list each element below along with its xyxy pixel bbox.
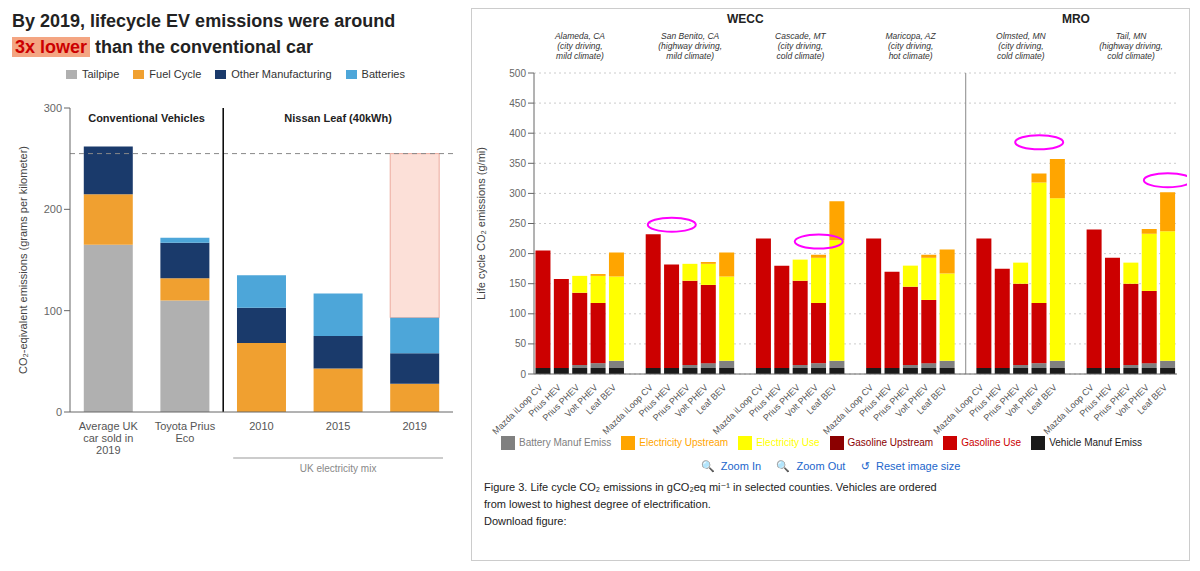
svg-text:300: 300 bbox=[509, 188, 526, 199]
svg-text:Maricopa, AZ(city driving,hot: Maricopa, AZ(city driving,hot climate) bbox=[885, 31, 936, 61]
svg-text:350: 350 bbox=[509, 158, 526, 169]
html-text:Download figure:: Download figure: bbox=[484, 515, 567, 527]
svg-text:200: 200 bbox=[44, 203, 62, 215]
svg-text:Volt PHEV: Volt PHEV bbox=[783, 382, 821, 420]
svg-text:Life cycle CO₂ emissions (g/mi: Life cycle CO₂ emissions (g/mi) bbox=[475, 147, 487, 300]
svg-text:UK electricity mix: UK electricity mix bbox=[300, 463, 377, 474]
svg-text:2019: 2019 bbox=[402, 420, 426, 432]
svg-text:Prius HEV: Prius HEV bbox=[857, 382, 894, 419]
svg-text:Prius PHEV: Prius PHEV bbox=[871, 382, 912, 423]
svg-text:Prius PHEV: Prius PHEV bbox=[540, 382, 582, 423]
svg-text:Volt PHEV: Volt PHEV bbox=[893, 382, 931, 420]
html-text:Gasoline Use: Gasoline Use bbox=[961, 436, 1022, 448]
svg-text:2010: 2010 bbox=[249, 420, 273, 432]
svg-text:Volt PHEV: Volt PHEV bbox=[1114, 382, 1151, 420]
svg-text:Prius PHEV: Prius PHEV bbox=[1091, 382, 1133, 423]
svg-text:Leaf BEV: Leaf BEV bbox=[694, 382, 728, 416]
svg-text:Olmsted, MN(city driving,cold: Olmsted, MN(city driving,cold climate) bbox=[996, 31, 1046, 61]
svg-text:Mazda iLoop CV: Mazda iLoop CV bbox=[931, 382, 986, 437]
html-text:🔍 Zoom In 🔍 Zoom Out ↺ Reset i: 🔍 Zoom In 🔍 Zoom Out ↺ Reset image size bbox=[700, 460, 961, 472]
svg-text:Tail, MN(highway driving,cold: Tail, MN(highway driving,cold climate) bbox=[1099, 31, 1163, 61]
svg-text:Leaf BEV: Leaf BEV bbox=[584, 382, 618, 416]
svg-text:Nissan Leaf (40kWh): Nissan Leaf (40kWh) bbox=[284, 112, 392, 124]
svg-text:50: 50 bbox=[515, 338, 527, 349]
svg-text:Cascade, MT(city driving,cold: Cascade, MT(city driving,cold climate) bbox=[775, 31, 826, 61]
svg-text:Alameda, CA(city driving,mild: Alameda, CA(city driving,mild climate) bbox=[554, 31, 605, 61]
svg-text:Prius PHEV: Prius PHEV bbox=[761, 382, 802, 423]
svg-text:Prius HEV: Prius HEV bbox=[967, 382, 1004, 419]
svg-text:Prius HEV: Prius HEV bbox=[1077, 382, 1115, 419]
svg-text:Prius PHEV: Prius PHEV bbox=[650, 382, 692, 423]
html-text:By 2019, lifecycle EV emission: By 2019, lifecycle EV emissions were aro… bbox=[12, 11, 396, 31]
svg-text:0: 0 bbox=[520, 369, 526, 380]
svg-text:100: 100 bbox=[44, 305, 62, 317]
svg-text:Conventional Vehicles: Conventional Vehicles bbox=[88, 112, 205, 124]
html-text:Fuel Cycle: Fuel Cycle bbox=[149, 68, 202, 80]
svg-text:Average UKcar sold in2019: Average UKcar sold in2019 bbox=[79, 420, 139, 456]
svg-text:200: 200 bbox=[509, 248, 526, 259]
svg-text:Prius HEV: Prius HEV bbox=[747, 382, 784, 419]
svg-text:300: 300 bbox=[44, 102, 62, 114]
html-text:Vehicle Manuf Emiss: Vehicle Manuf Emiss bbox=[1049, 436, 1142, 448]
html-text:Other Manufacturing: Other Manufacturing bbox=[231, 68, 332, 80]
svg-text:Toyota PriusEco: Toyota PriusEco bbox=[155, 420, 216, 444]
svg-text:Prius HEV: Prius HEV bbox=[636, 382, 674, 419]
svg-text:CO₂-eqivalent emissions (grams: CO₂-eqivalent emissions (grams per kilom… bbox=[17, 146, 29, 374]
html-text:3x lower than the conventional: 3x lower than the conventional car bbox=[15, 37, 314, 57]
svg-text:0: 0 bbox=[56, 406, 62, 418]
svg-text:San Benito, CA(highway driving: San Benito, CA(highway driving,mild clim… bbox=[658, 31, 722, 61]
html-text:Electricity Use: Electricity Use bbox=[756, 436, 820, 448]
svg-text:Prius HEV: Prius HEV bbox=[526, 382, 563, 419]
html-text:Batteries: Batteries bbox=[361, 68, 405, 80]
html-text:Tailpipe: Tailpipe bbox=[82, 68, 120, 80]
svg-text:WECC: WECC bbox=[727, 12, 764, 26]
svg-text:Volt PHEV: Volt PHEV bbox=[1003, 382, 1041, 420]
svg-text:Mazda iLoop CV: Mazda iLoop CV bbox=[600, 382, 655, 437]
html-text:Gasoline Upstream: Gasoline Upstream bbox=[847, 436, 934, 448]
svg-text:Mazda iLoop CV: Mazda iLoop CV bbox=[821, 382, 876, 437]
svg-text:500: 500 bbox=[509, 68, 526, 79]
html-text:Electricity Upstream: Electricity Upstream bbox=[639, 436, 729, 448]
svg-text:450: 450 bbox=[509, 98, 526, 109]
svg-text:2015: 2015 bbox=[326, 420, 350, 432]
svg-text:Leaf BEV: Leaf BEV bbox=[805, 382, 839, 416]
svg-text:Leaf BEV: Leaf BEV bbox=[915, 382, 949, 416]
svg-text:Mazda iLoop CV: Mazda iLoop CV bbox=[1041, 382, 1096, 437]
svg-text:Volt PHEV: Volt PHEV bbox=[673, 382, 710, 420]
svg-text:150: 150 bbox=[509, 278, 526, 289]
svg-text:Leaf BEV: Leaf BEV bbox=[1135, 382, 1169, 416]
svg-text:Volt PHEV: Volt PHEV bbox=[562, 382, 600, 420]
html-text:Figure 3. Life cycle CO₂ emiss: Figure 3. Life cycle CO₂ emissions in gC… bbox=[484, 481, 937, 493]
svg-text:Mazda iLoop CV: Mazda iLoop CV bbox=[710, 382, 766, 437]
svg-text:400: 400 bbox=[509, 128, 526, 139]
svg-text:Prius PHEV: Prius PHEV bbox=[981, 382, 1023, 423]
svg-text:Mazda iLoop CV: Mazda iLoop CV bbox=[490, 382, 545, 437]
svg-text:250: 250 bbox=[509, 218, 526, 229]
svg-text:Leaf BEV: Leaf BEV bbox=[1025, 382, 1059, 416]
svg-text:MRO: MRO bbox=[1062, 12, 1090, 26]
html-text:Battery Manuf Emiss: Battery Manuf Emiss bbox=[519, 436, 612, 448]
html-text:from lowest to highest degree: from lowest to highest degree of electri… bbox=[484, 498, 711, 510]
svg-text:100: 100 bbox=[509, 308, 526, 319]
